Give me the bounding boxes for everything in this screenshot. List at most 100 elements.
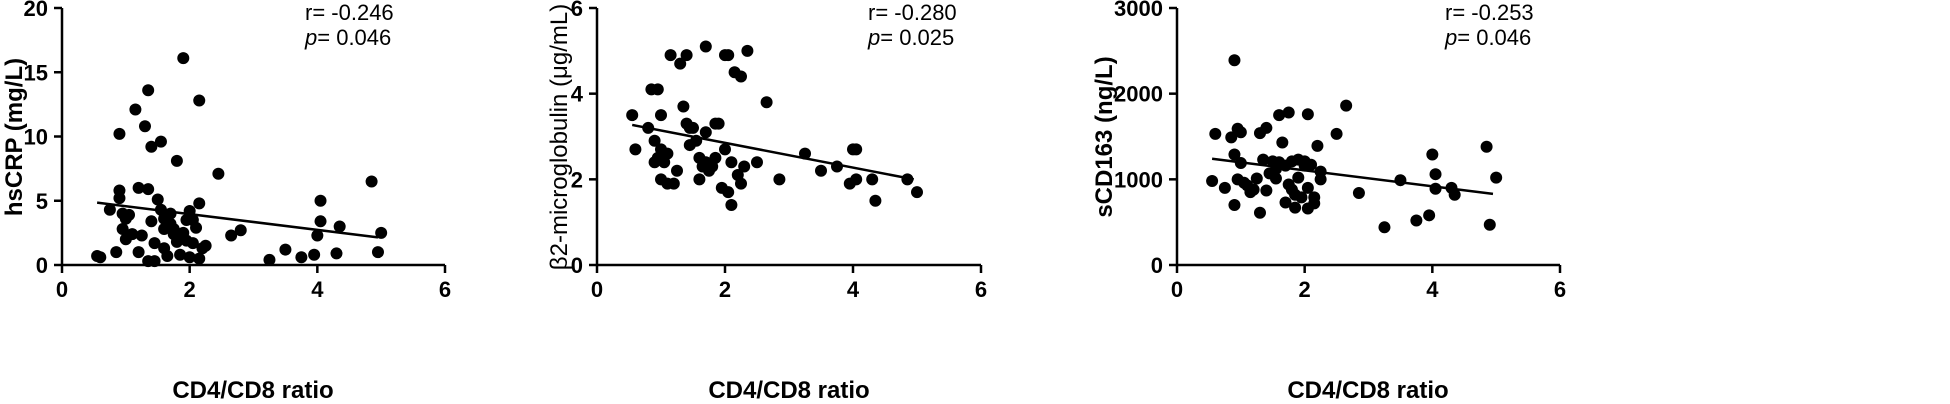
data-point	[642, 121, 655, 134]
data-point	[799, 147, 811, 160]
data-point	[138, 120, 151, 133]
y-tick-label: 3000	[1114, 0, 1163, 21]
data-point	[1483, 218, 1496, 231]
regression-line	[631, 123, 915, 181]
data-point	[671, 164, 683, 177]
p-value-label: p= 0.046	[1444, 25, 1531, 50]
y-axis-label: β2-microglobulin (μg/mL)	[546, 4, 573, 270]
data-point	[1247, 183, 1260, 196]
data-point	[719, 143, 731, 156]
data-point	[279, 243, 292, 256]
x-tick-label: 4	[847, 277, 860, 302]
data-point	[1480, 140, 1493, 153]
panel-hscrp: hsCRP (mg/L) CD4/CD8 ratio r= -0.246 p= …	[1, 0, 451, 404]
data-point	[148, 237, 161, 250]
x-axis-label: CD4/CD8 ratio	[1287, 377, 1448, 404]
data-point	[132, 246, 145, 259]
data-point	[901, 173, 914, 186]
data-point	[866, 173, 879, 186]
x-tick-label: 4	[1426, 277, 1439, 302]
p-value: = 0.046	[1457, 25, 1531, 50]
data-point	[1218, 181, 1231, 194]
data-point	[1250, 172, 1263, 185]
data-point	[145, 215, 158, 228]
x-tick-label: 2	[1299, 277, 1311, 302]
data-point	[314, 215, 327, 228]
data-point	[677, 100, 690, 113]
p-value-label: p= 0.025	[867, 25, 954, 50]
data-point	[1426, 148, 1439, 161]
data-point	[735, 177, 747, 190]
data-point	[738, 160, 751, 173]
data-point	[330, 247, 343, 260]
data-point	[651, 83, 664, 96]
x-tick-label: 4	[311, 277, 324, 302]
data-point	[850, 173, 863, 186]
data-point	[375, 226, 388, 239]
data-point	[199, 239, 212, 252]
data-point	[234, 224, 247, 237]
data-point	[295, 251, 308, 264]
data-point	[212, 167, 225, 180]
p-symbol: p	[867, 25, 880, 50]
data-point	[1209, 127, 1222, 140]
data-point	[186, 237, 199, 250]
data-point	[712, 117, 725, 130]
data-point	[1276, 136, 1289, 149]
data-point	[154, 135, 167, 148]
data-point	[1273, 109, 1286, 122]
data-point	[693, 173, 706, 186]
data-point	[113, 127, 126, 140]
y-tick-label: 2	[571, 167, 583, 192]
data-point	[725, 199, 738, 212]
data-point	[193, 94, 206, 107]
data-point	[142, 84, 155, 97]
y-axis-label: hsCRP (mg/L)	[1, 58, 28, 216]
data-point	[161, 250, 174, 263]
data-point	[1292, 171, 1305, 184]
y-tick-label: 0	[1151, 253, 1163, 278]
data-point	[164, 207, 177, 220]
data-point	[190, 221, 203, 234]
data-point	[690, 134, 703, 147]
y-axis-label: sCD163 (ng/L)	[1091, 56, 1118, 217]
data-point	[183, 251, 196, 264]
data-point	[1260, 184, 1273, 197]
data-point	[1410, 214, 1423, 227]
data-point	[1301, 108, 1314, 121]
data-point	[1269, 172, 1282, 185]
data-point	[1378, 221, 1391, 234]
p-value-label: p= 0.046	[304, 25, 391, 50]
data-point	[735, 70, 747, 83]
data-point	[142, 183, 155, 196]
data-point	[333, 220, 346, 233]
x-tick-label: 0	[1171, 277, 1183, 302]
data-point	[680, 49, 693, 62]
data-point	[1253, 206, 1266, 219]
data-point	[365, 175, 378, 188]
data-point	[225, 229, 238, 242]
data-point	[1314, 165, 1327, 178]
data-point	[193, 252, 206, 265]
data-point	[1289, 201, 1302, 214]
data-point	[1330, 127, 1343, 140]
x-tick-label: 2	[184, 277, 196, 302]
data-point	[1206, 175, 1219, 188]
data-point	[1234, 126, 1247, 139]
data-point	[1305, 158, 1318, 171]
data-point	[103, 203, 116, 216]
data-point	[1429, 182, 1442, 195]
data-point	[674, 57, 687, 70]
r-value-label: r= -0.280	[868, 0, 957, 25]
p-symbol: p	[304, 25, 317, 50]
regression-line	[96, 201, 379, 239]
data-point	[151, 193, 164, 206]
data-point	[193, 197, 206, 210]
x-axis-label: CD4/CD8 ratio	[172, 377, 333, 404]
data-point	[626, 109, 639, 122]
y-tick-label: 4	[571, 82, 584, 107]
data-point	[126, 228, 139, 241]
data-point	[1257, 153, 1270, 166]
data-point	[1228, 199, 1241, 212]
